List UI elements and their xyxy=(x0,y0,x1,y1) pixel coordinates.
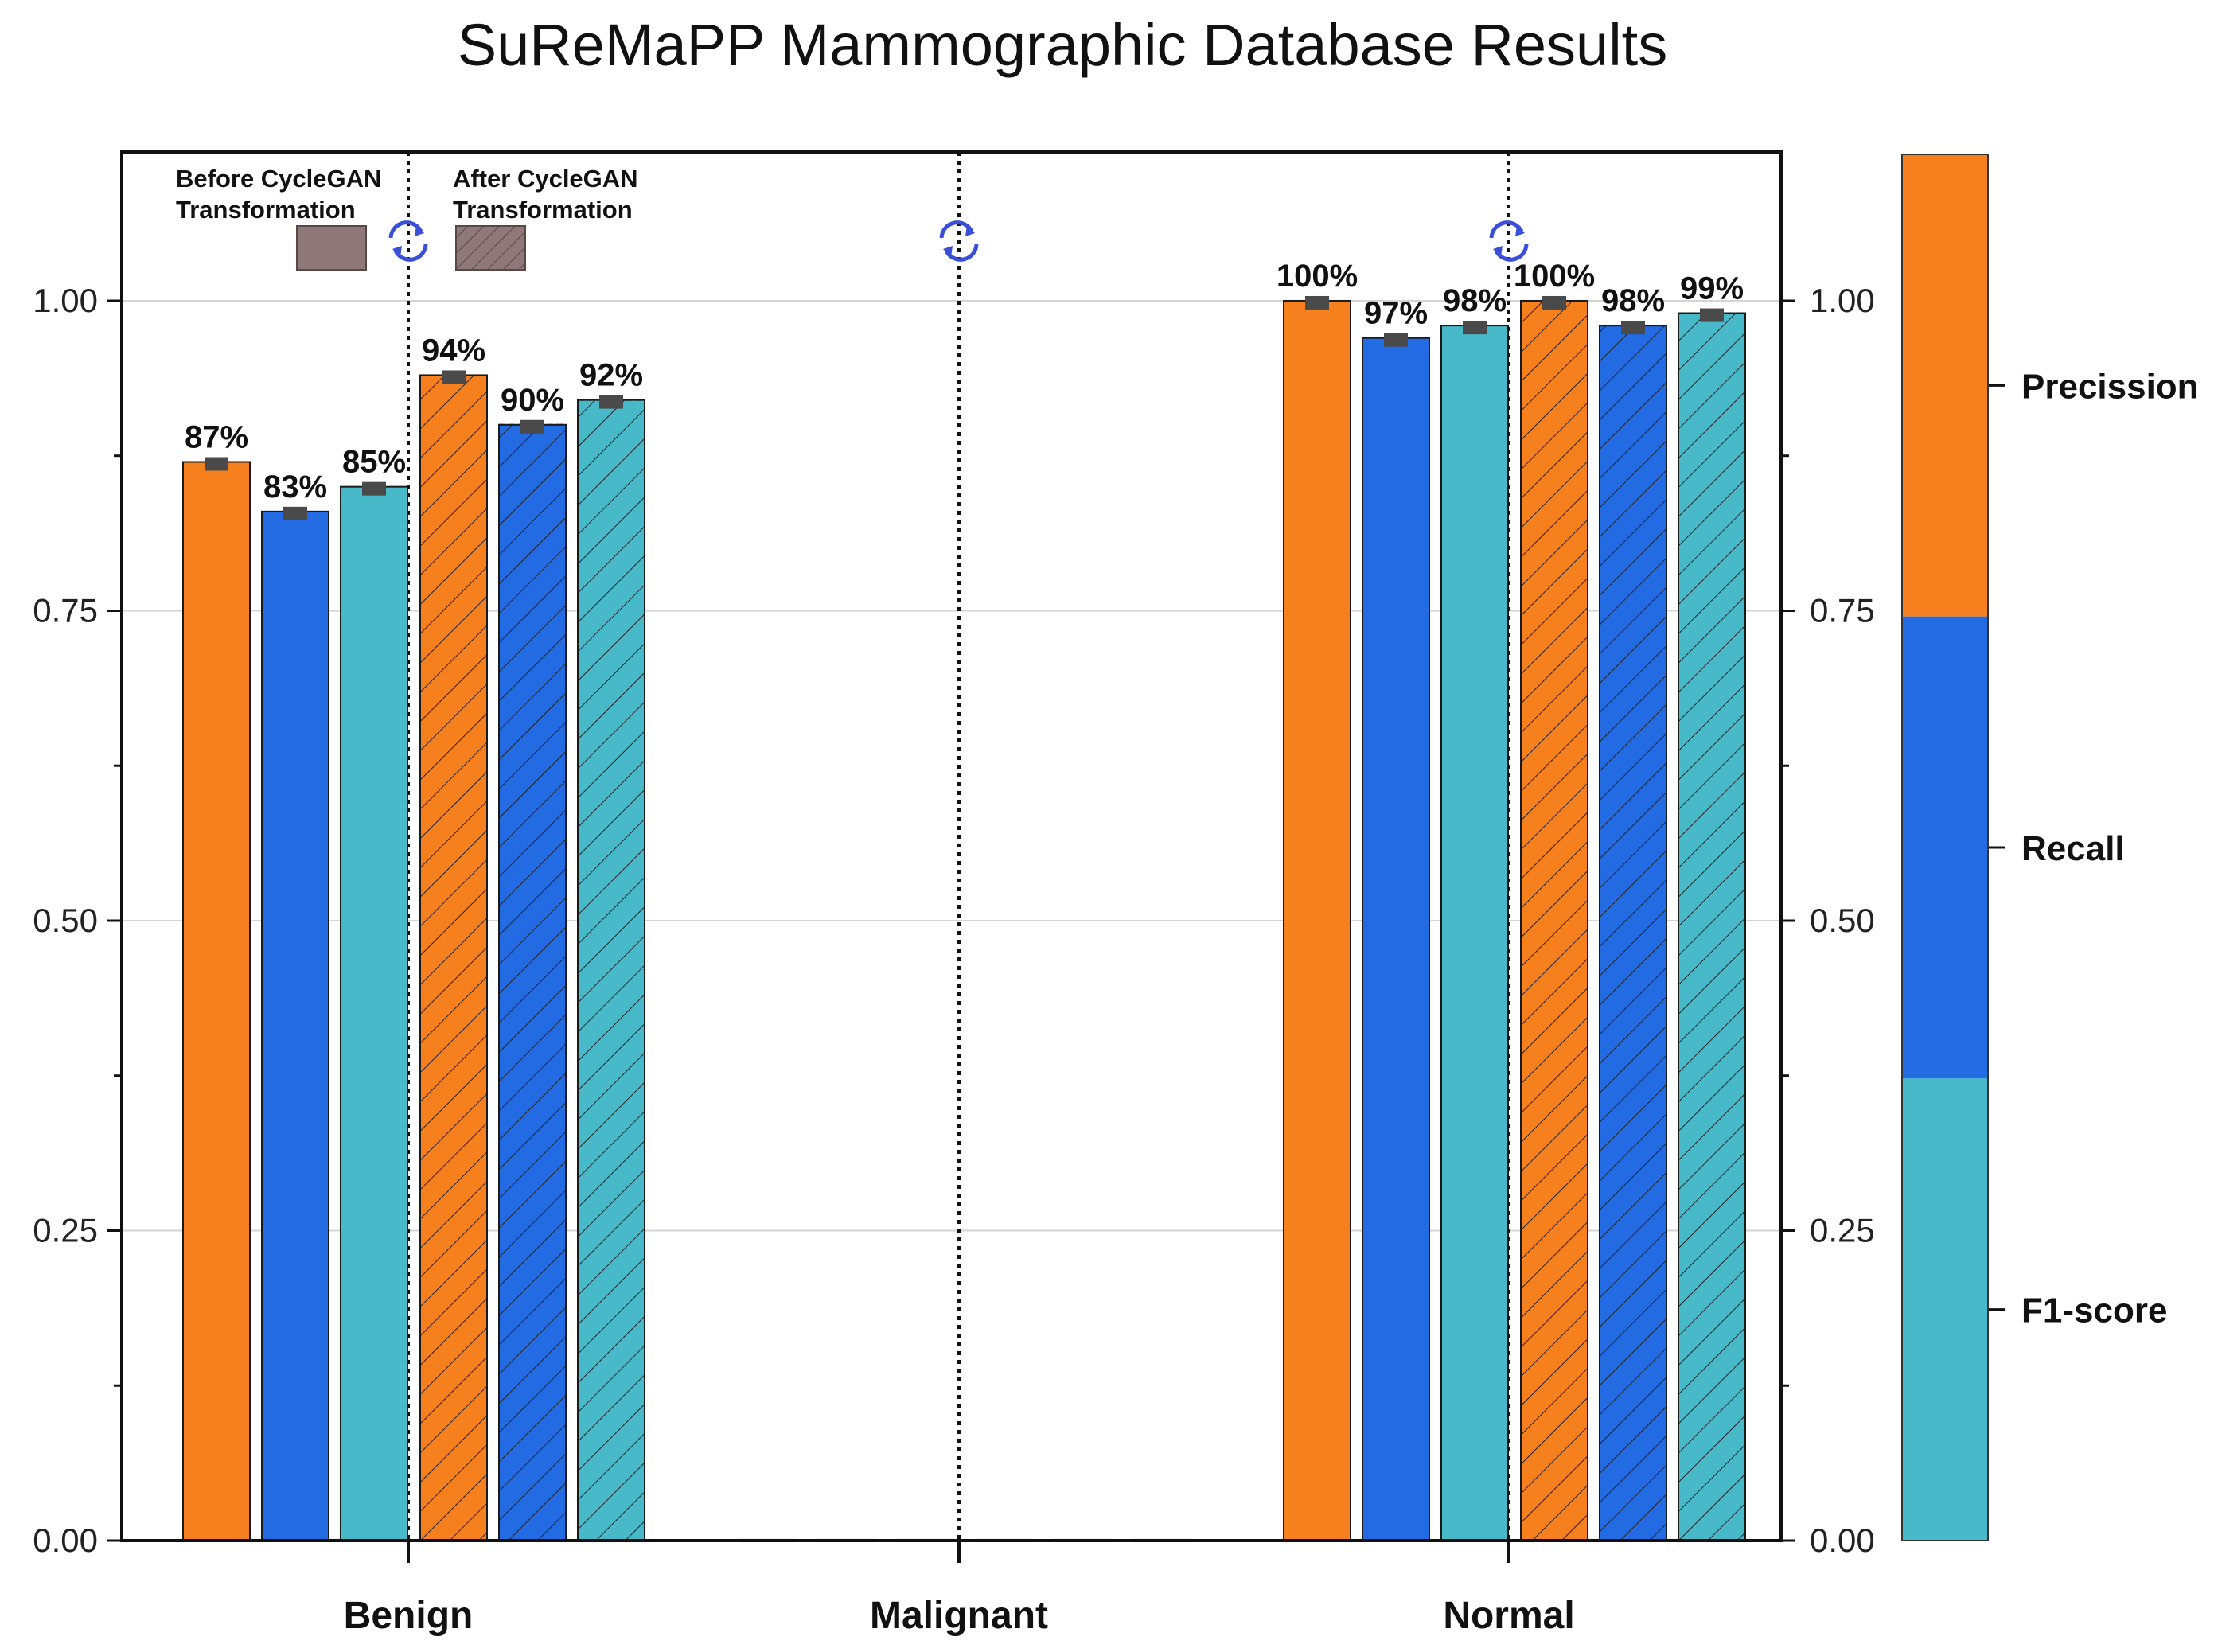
y-tick-label: 0.25 xyxy=(33,1211,98,1249)
error-bar-cap xyxy=(520,419,544,434)
error-bar-cap xyxy=(1542,295,1566,310)
transform-icon-arrow-bottom xyxy=(392,246,402,257)
y-tick-label-right: 0.25 xyxy=(1810,1211,1875,1249)
error-bar-cap xyxy=(442,370,466,384)
data-label: 97% xyxy=(1364,296,1428,331)
chart-title: SuReMaPP Mammographic Database Results xyxy=(458,12,1667,78)
y-tick-label: 0.50 xyxy=(33,902,98,939)
legend-label: Precission xyxy=(2021,367,2199,406)
y-tick-label-right: 0.75 xyxy=(1810,591,1875,629)
legend-swatch xyxy=(1902,154,1988,617)
phase-before-label-line2: Transformation xyxy=(176,196,356,224)
transform-icon xyxy=(1489,220,1529,262)
plot-frame xyxy=(120,150,1783,1542)
data-label: 99% xyxy=(1680,271,1744,306)
data-label: 94% xyxy=(422,333,485,368)
y-tick-label-right: 0.50 xyxy=(1810,902,1875,939)
x-category-label: Benign xyxy=(344,1595,474,1637)
bar-hatch xyxy=(1678,312,1746,1541)
bar-hatch xyxy=(498,423,567,1542)
bar xyxy=(1440,325,1509,1541)
phase-after-label-line1: After CycleGAN xyxy=(453,165,638,193)
data-label: 100% xyxy=(1514,259,1595,294)
bar-hatch xyxy=(1520,299,1588,1542)
data-label: 98% xyxy=(1443,283,1507,318)
bar xyxy=(261,510,329,1542)
error-bar-cap xyxy=(1621,321,1645,335)
y-tick-label-right: 0.00 xyxy=(1810,1521,1875,1559)
transform-icon-arrow-top xyxy=(965,225,975,236)
legend-swatch xyxy=(1902,616,1988,1079)
y-tick-label: 0.75 xyxy=(33,591,98,629)
data-label: 87% xyxy=(185,420,248,455)
data-label: 100% xyxy=(1277,259,1358,294)
error-bar-cap xyxy=(599,395,623,409)
error-bar-cap xyxy=(362,481,386,496)
phase-before-label-line1: Before CycleGAN xyxy=(176,165,381,193)
y-tick-label-right: 1.00 xyxy=(1810,282,1875,319)
phase-before-swatch xyxy=(296,225,367,271)
phase-after-label-line2: Transformation xyxy=(453,196,633,224)
bar xyxy=(1283,299,1351,1542)
bar xyxy=(340,485,408,1541)
error-bar-cap xyxy=(1384,333,1408,347)
y-tick-label: 0.00 xyxy=(33,1521,98,1559)
legend-label: F1-score xyxy=(2021,1292,2167,1331)
transform-icon-arrow-bottom xyxy=(1493,246,1503,257)
data-label: 85% xyxy=(342,445,406,480)
legend-swatch xyxy=(1902,1078,1988,1541)
data-label: 92% xyxy=(579,358,643,393)
error-bar-cap xyxy=(1700,308,1724,322)
phase-after-swatch-hatch xyxy=(455,225,526,271)
bar xyxy=(182,461,251,1541)
data-label: 83% xyxy=(263,469,327,505)
transform-icon-arrow-top xyxy=(1515,225,1525,236)
error-bar-cap xyxy=(1463,321,1487,335)
error-bar-cap xyxy=(205,457,228,471)
bar-hatch xyxy=(419,374,488,1542)
error-bar-cap xyxy=(283,506,307,520)
bar-hatch xyxy=(577,399,645,1541)
error-bar-cap xyxy=(1305,295,1329,310)
x-category-label: Normal xyxy=(1443,1595,1574,1637)
legend-label: Recall xyxy=(2021,829,2125,868)
legend-frame xyxy=(1901,154,1989,1541)
data-label: 90% xyxy=(501,383,564,418)
transform-icon-arrow-bottom xyxy=(943,246,953,257)
transform-icon-arrow-top xyxy=(415,225,424,236)
transform-icon xyxy=(939,220,979,262)
bar-hatch xyxy=(1599,325,1667,1541)
y-tick-label: 1.00 xyxy=(33,282,98,319)
transform-icon xyxy=(388,220,428,262)
bar xyxy=(1362,337,1430,1542)
data-label: 98% xyxy=(1601,283,1665,318)
x-category-label: Malignant xyxy=(870,1595,1048,1637)
